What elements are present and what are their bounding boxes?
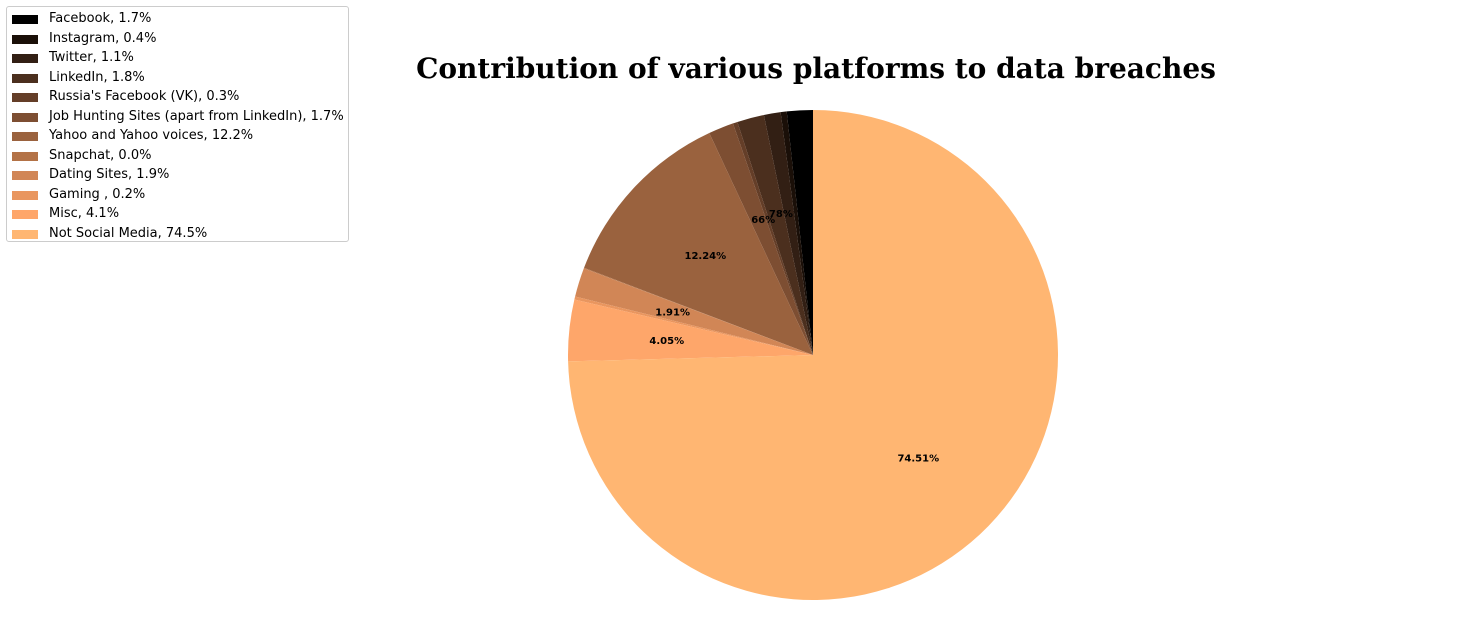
legend-swatch <box>12 151 38 161</box>
pie-slice <box>732 121 813 356</box>
slice-percent-label: 12.24% <box>684 251 726 262</box>
pie-slice <box>763 112 813 355</box>
legend-label: Dating Sites, 1.9% <box>49 167 170 182</box>
slice-percent-label: 4.05% <box>649 336 684 347</box>
legend-label: Instagram, 0.4% <box>49 30 157 46</box>
pie-slice <box>568 110 1058 600</box>
legend-label: Gaming , 0.2% <box>49 186 146 202</box>
legend-swatch <box>12 210 38 219</box>
legend-label: Facebook, 1.7% <box>49 11 152 26</box>
pie-slice <box>574 296 813 355</box>
legend-label: Russia's Facebook (VK), 0.3% <box>49 89 240 104</box>
legend-swatch <box>12 54 38 63</box>
pie-slice <box>786 110 813 355</box>
legend-swatch <box>12 171 38 180</box>
legend-label: Not Social Media, 74.5% <box>49 225 208 241</box>
pie-slice <box>583 267 813 355</box>
legend-swatch <box>12 132 38 141</box>
legend-swatch <box>12 93 38 102</box>
legend-label: Job Hunting Sites (apart from LinkedIn),… <box>49 108 344 124</box>
slice-percent-label: 74.51% <box>897 454 939 465</box>
slice-percent-label: 1.78% <box>758 209 793 220</box>
pie-slice <box>709 123 813 355</box>
legend-label: Twitter, 1.1% <box>49 50 134 65</box>
legend-swatch <box>12 34 38 44</box>
slice-percent-label: 1.91% <box>655 307 690 318</box>
pie-slice <box>575 268 813 355</box>
legend-swatch <box>12 112 38 122</box>
legend-swatch <box>12 190 38 200</box>
pie-slice <box>568 299 813 362</box>
slice-percent-label: 1.71% <box>788 204 823 215</box>
pie-slice <box>780 111 813 356</box>
legend-label: Yahoo and Yahoo voices, 12.2% <box>49 128 254 143</box>
legend-swatch <box>12 73 38 83</box>
legend-swatch <box>12 15 38 24</box>
pie-slice <box>584 133 813 355</box>
pie-slice <box>737 114 813 355</box>
chart-title: Contribution of various platforms to dat… <box>416 52 1216 85</box>
legend: Facebook, 1.7% Instagram, 0.4% Twitter, 1.… <box>6 6 349 242</box>
legend-label: Snapchat, 0.0% <box>49 147 152 163</box>
slice-percent-label: 1.66% <box>740 215 775 226</box>
legend-swatch <box>12 229 38 239</box>
legend-label: LinkedIn, 1.8% <box>49 69 145 85</box>
legend-label: Misc, 4.1% <box>49 206 120 221</box>
